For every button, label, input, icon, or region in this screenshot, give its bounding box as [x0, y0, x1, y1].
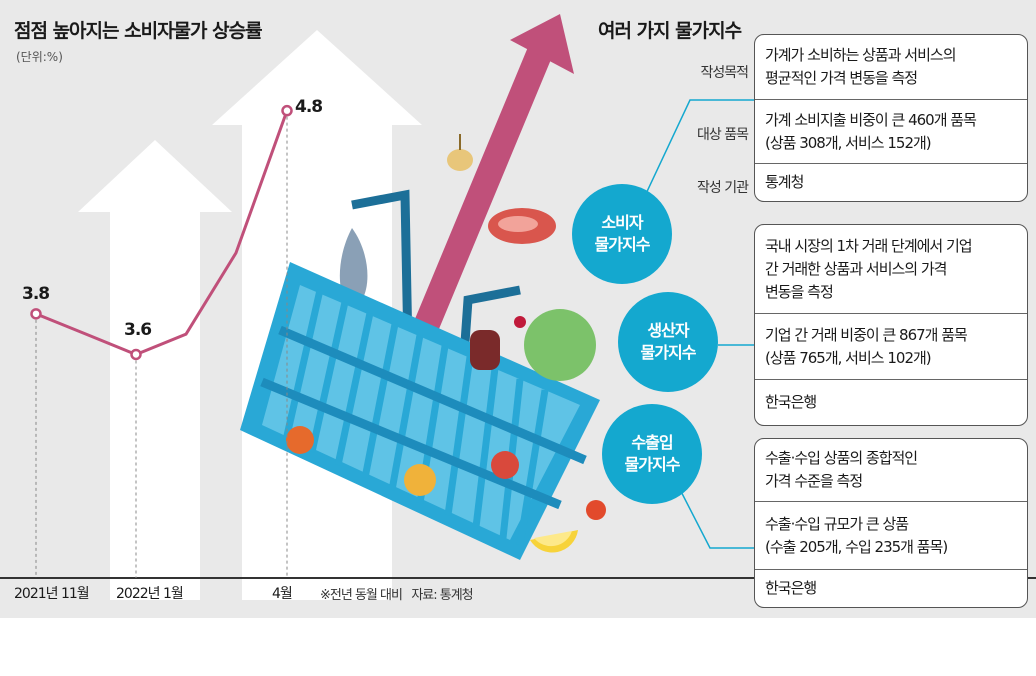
row-label-items: 대상 품목	[697, 127, 749, 143]
purpose-line: 변동을 측정	[765, 282, 834, 301]
source-text: 자료: 통계청	[411, 588, 473, 603]
producer-index-box: 국내 시장의 1차 거래 단계에서 기업 간 거래한 상품과 서비스의 가격 변…	[754, 224, 1028, 426]
infographic: 점점 높아지는 소비자물가 상승률 (단위:%) 3.8 3.6 4.8 202…	[0, 0, 1036, 618]
row-label-purpose: 작성목적	[700, 65, 749, 81]
rising-arrow-icon	[399, 14, 574, 365]
agency-cell: 통계청	[755, 163, 1027, 201]
items-line: (수출 205개, 수입 235개 품목)	[765, 537, 948, 556]
purpose-line: 가격 수준을 측정	[765, 472, 863, 490]
badge-line: 물가지수	[594, 235, 651, 254]
basket-icon	[240, 262, 600, 560]
badge-line: 소비자	[601, 213, 643, 232]
purpose-cell: 수출·수입 상품의 종합적인 가격 수준을 측정	[755, 439, 1027, 501]
purpose-line: 평균적인 가격 변동을 측정	[765, 69, 918, 87]
basket-handle-left	[351, 189, 413, 351]
series-line	[35, 110, 289, 357]
items-line: (상품 765개, 서비스 102개)	[765, 348, 932, 367]
producer-index-badge: 생산자 물가지수	[618, 292, 718, 392]
items-line: 수출·수입 규모가 큰 상품	[765, 514, 909, 533]
agency-text: 한국은행	[765, 579, 817, 597]
badge-line: 물가지수	[640, 343, 697, 362]
data-label-jan: 3.6	[124, 320, 152, 341]
purpose-line: 수출·수입 상품의 종합적인	[765, 449, 918, 467]
agency-text: 통계청	[765, 173, 804, 191]
panel-title: 여러 가지 물가지수	[598, 20, 742, 42]
badge-line: 생산자	[647, 321, 689, 340]
data-point	[30, 308, 42, 320]
items-cell: 수출·수입 규모가 큰 상품 (수출 205개, 수입 235개 품목)	[755, 501, 1027, 569]
connector-consumer	[627, 99, 760, 233]
lemon-icon	[530, 530, 578, 553]
trade-index-box: 수출·수입 상품의 종합적인 가격 수준을 측정 수출·수입 규모가 큰 상품 …	[754, 438, 1028, 608]
data-label-first: 3.8	[22, 283, 50, 304]
onion-icon	[447, 134, 473, 171]
meat-icon	[488, 208, 556, 244]
white-arrow-small	[78, 140, 232, 600]
tomato-icon	[586, 500, 606, 520]
illustration	[0, 14, 1036, 600]
items-cell: 가계 소비지출 비중이 큰 460개 품목 (상품 308개, 서비스 152개…	[755, 99, 1027, 163]
data-point	[281, 104, 293, 117]
chart-unit: (단위:%)	[16, 50, 63, 64]
x-tick-label: 2021년 11월	[14, 586, 90, 602]
line-chart	[30, 104, 293, 578]
note-text: ※전년 동월 대비	[320, 588, 403, 603]
badge-line: 수출입	[631, 433, 673, 452]
purpose-line: 가계가 소비하는 상품과 서비스의	[765, 46, 957, 64]
purpose-cell: 가계가 소비하는 상품과 서비스의 평균적인 가격 변동을 측정	[755, 35, 1027, 99]
popsicle-icon	[470, 316, 526, 370]
consumer-index-badge: 소비자 물가지수	[572, 184, 672, 284]
agency-cell: 한국은행	[755, 379, 1027, 425]
agency-cell: 한국은행	[755, 569, 1027, 607]
row-label-agency: 작성 기관	[697, 180, 749, 196]
purpose-cell: 국내 시장의 1차 거래 단계에서 기업 간 거래한 상품과 서비스의 가격 변…	[755, 225, 1027, 313]
x-tick-label: 4월	[272, 586, 293, 602]
fish-icon	[339, 228, 368, 300]
items-line: 기업 간 거래 비중이 큰 867개 품목	[765, 325, 968, 344]
purpose-line: 간 거래한 상품과 서비스의 가격	[765, 259, 947, 278]
consumer-index-box: 가계가 소비하는 상품과 서비스의 평균적인 가격 변동을 측정 가계 소비지출…	[754, 34, 1028, 202]
connector-import	[669, 469, 760, 549]
items-line: (상품 308개, 서비스 152개)	[765, 133, 932, 152]
data-point	[130, 348, 142, 361]
chart-title: 점점 높아지는 소비자물가 상승률	[14, 20, 263, 42]
trade-index-badge: 수출입 물가지수	[602, 404, 702, 504]
badge-line: 물가지수	[624, 455, 681, 474]
agency-text: 한국은행	[765, 393, 817, 411]
data-label-last: 4.8	[295, 96, 323, 117]
items-cell: 기업 간 거래 비중이 큰 867개 품목 (상품 765개, 서비스 102개…	[755, 313, 1027, 379]
x-tick-label: 2022년 1월	[116, 586, 184, 602]
chart-note: ※전년 동월 대비 자료: 통계청	[320, 584, 474, 603]
purpose-line: 국내 시장의 1차 거래 단계에서 기업	[765, 236, 973, 255]
items-line: 가계 소비지출 비중이 큰 460개 품목	[765, 110, 977, 129]
